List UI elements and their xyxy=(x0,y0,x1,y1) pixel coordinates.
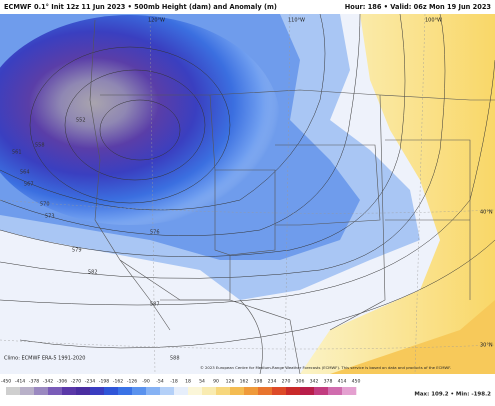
colorbar-cell xyxy=(342,387,357,395)
contour-label: 570 xyxy=(40,202,50,208)
warm-anomaly xyxy=(300,14,495,374)
header-bar xyxy=(0,0,495,14)
colorbar-label: 306 xyxy=(296,379,305,385)
contour-label: 564 xyxy=(20,170,30,176)
colorbar-cell xyxy=(132,387,147,395)
colorbar-cell xyxy=(286,387,301,395)
colorbar-label: -270 xyxy=(71,379,82,385)
colorbar-cell xyxy=(104,387,119,395)
contour-label: 582 xyxy=(88,270,98,276)
colorbar-cell xyxy=(244,387,259,395)
colorbar-label: 450 xyxy=(352,379,361,385)
colorbar-label: 378 xyxy=(324,379,333,385)
contour-label: 576 xyxy=(150,230,160,236)
contour-label: 587 xyxy=(150,302,160,308)
borders xyxy=(89,19,495,375)
colorbar-label: -54 xyxy=(156,379,164,385)
colorbar-label: -306 xyxy=(57,379,68,385)
colorbar-cell xyxy=(174,387,189,395)
colorbar-label: 198 xyxy=(254,379,263,385)
max-min: Max: 109.2 • Min: -198.2 xyxy=(414,392,491,398)
colorbar-label: 342 xyxy=(310,379,319,385)
climo-note: Climo: ECMWF ERA-5 1991-2020 xyxy=(4,356,85,362)
colorbar-label: -378 xyxy=(29,379,40,385)
colorbar-label: -234 xyxy=(85,379,96,385)
graticule xyxy=(0,13,495,375)
colorbar-cell xyxy=(314,387,329,395)
colorbar-cell xyxy=(258,387,273,395)
colorbar-cell xyxy=(216,387,231,395)
height-contours xyxy=(0,13,495,349)
colorbar-cell xyxy=(20,387,35,395)
colorbar-label: 54 xyxy=(199,379,205,385)
latitude-label: 40°N xyxy=(480,210,493,216)
warm-anomaly-core xyxy=(330,300,495,374)
colorbar-label: -414 xyxy=(15,379,26,385)
colorbar-label: 126 xyxy=(226,379,235,385)
colorbar-cell xyxy=(76,387,91,395)
colorbar-label: 18 xyxy=(185,379,191,385)
longitude-label: 110°W xyxy=(288,18,305,24)
colorbar-cell xyxy=(328,387,343,395)
contour-label: 561 xyxy=(12,150,22,156)
contour-label: 579 xyxy=(72,248,82,254)
header-title: ECMWF 0.1° Init 12z 11 Jun 2023 • 500mb … xyxy=(4,3,277,11)
copyright: © 2023 European Centre for Medium-Range … xyxy=(200,365,451,370)
colorbar-cell xyxy=(188,387,203,395)
colorbar-label: 414 xyxy=(338,379,347,385)
colorbar-cell xyxy=(118,387,133,395)
upper-low xyxy=(0,15,280,225)
colorbar-cell xyxy=(62,387,77,395)
colorbar-label: 162 xyxy=(240,379,249,385)
contour-label: 567 xyxy=(24,182,34,188)
colorbar-cell xyxy=(300,387,315,395)
colorbar-cell xyxy=(48,387,63,395)
colorbar-label: -90 xyxy=(142,379,150,385)
contour-label: 573 xyxy=(45,214,55,220)
colorbar-label: -342 xyxy=(43,379,54,385)
colorbar-cell xyxy=(146,387,161,395)
colorbar-cell xyxy=(6,387,21,395)
colorbar-label: -450 xyxy=(1,379,12,385)
colorbar-label: -162 xyxy=(113,379,124,385)
colorbar-cell xyxy=(230,387,245,395)
contour-label: 558 xyxy=(35,143,45,149)
colorbar-label: 234 xyxy=(268,379,277,385)
latitude-label: 30°N xyxy=(480,343,493,349)
colorbar-cell xyxy=(90,387,105,395)
colorbar-label: -198 xyxy=(99,379,110,385)
contour-label: 588 xyxy=(170,356,180,362)
longitude-label: 100°W xyxy=(425,18,442,24)
colorbar-label: -18 xyxy=(170,379,178,385)
colorbar-label: -126 xyxy=(127,379,138,385)
contour-label: 552 xyxy=(76,118,86,124)
header-valid: Hour: 186 • Valid: 06z Mon 19 Jun 2023 xyxy=(345,3,492,11)
colorbar-label: 270 xyxy=(282,379,291,385)
colorbar-cell xyxy=(34,387,49,395)
colorbar-label: 90 xyxy=(213,379,219,385)
colorbar-cell xyxy=(160,387,175,395)
colorbar-cell xyxy=(272,387,287,395)
colorbar-cell xyxy=(202,387,217,395)
longitude-label: 120°W xyxy=(148,18,165,24)
